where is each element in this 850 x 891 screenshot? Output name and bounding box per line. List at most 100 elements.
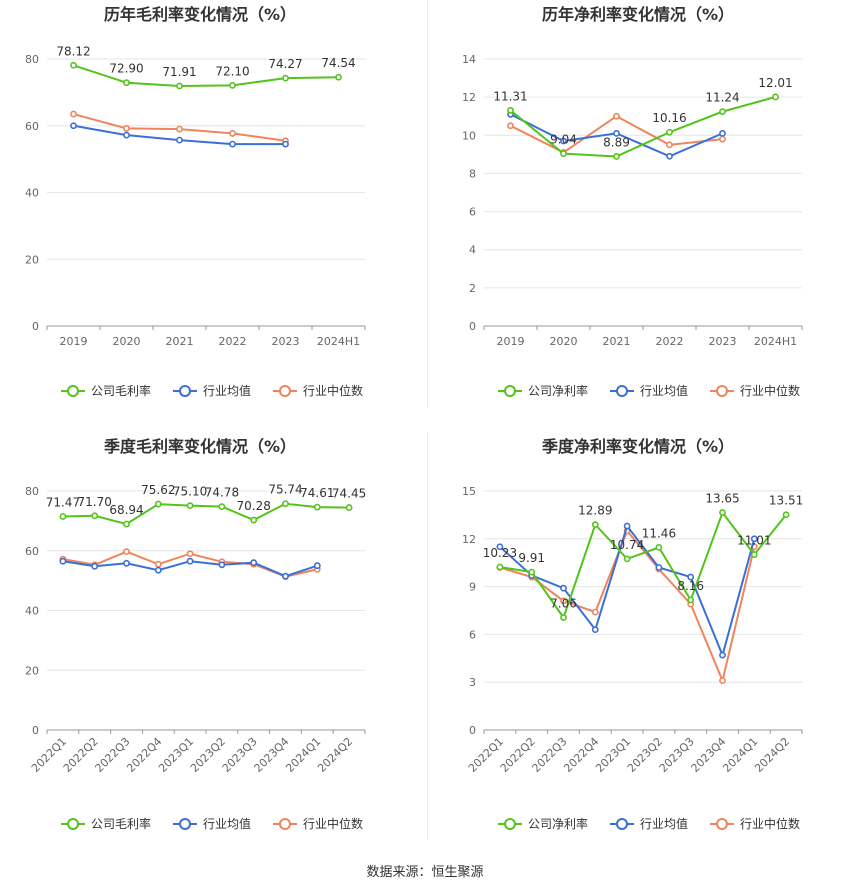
legend-marker-median — [716, 385, 728, 397]
y-tick-label: 6 — [469, 206, 476, 219]
y-tick-label: 80 — [25, 485, 39, 498]
data-label: 74.27 — [268, 57, 302, 71]
data-label: 74.61 — [300, 486, 334, 500]
x-tick-label: 2024H1 — [317, 335, 360, 348]
y-tick-label: 4 — [469, 244, 476, 257]
data-label: 71.47 — [46, 495, 80, 509]
series-line-company — [499, 510, 787, 620]
legend-marker-company — [67, 385, 79, 397]
data-label: 74.45 — [332, 487, 366, 501]
data-point-company — [176, 82, 183, 90]
data-point-avg — [496, 543, 504, 551]
data-point-company — [186, 502, 194, 510]
data-point-company — [59, 513, 67, 520]
data-point-avg — [613, 129, 620, 137]
y-tick-label: 60 — [25, 120, 39, 133]
y-tick-label: 15 — [462, 485, 476, 498]
data-label: 11.46 — [642, 526, 676, 540]
data-point-company — [591, 521, 599, 529]
panel-divider-bottom — [427, 432, 428, 840]
data-point-company — [666, 128, 673, 136]
data-point-company — [123, 520, 130, 528]
data-point-avg — [250, 559, 258, 567]
y-tick-label: 0 — [32, 320, 39, 333]
y-tick-label: 20 — [25, 664, 39, 677]
legend-marker-company — [504, 385, 516, 397]
data-label: 11.24 — [705, 91, 739, 105]
data-label: 68.94 — [109, 503, 143, 517]
data-point-company — [123, 79, 130, 87]
data-point-avg — [282, 140, 289, 148]
data-point-median — [154, 560, 162, 568]
legend-marker-avg — [616, 385, 628, 397]
y-tick-label: 12 — [462, 533, 476, 546]
chart-title: 季度净利率变化情况（%） — [541, 437, 734, 456]
y-tick-label: 9 — [469, 581, 476, 594]
legend-label: 公司净利率 — [528, 383, 588, 398]
data-point-company — [719, 108, 726, 116]
data-point-company — [750, 551, 758, 558]
data-point-company — [507, 106, 514, 114]
data-point-company — [496, 563, 504, 571]
data-point-avg — [176, 136, 183, 144]
data-point-median — [186, 550, 194, 558]
legend-label: 行业均值 — [203, 383, 251, 398]
data-label: 9.91 — [518, 551, 545, 565]
data-point-avg — [719, 651, 726, 659]
data-label: 75.74 — [268, 483, 302, 497]
data-label: 8.16 — [677, 579, 704, 593]
legend-marker-median — [279, 385, 291, 397]
x-tick-label: 2024Q2 — [315, 735, 355, 775]
data-point-avg — [229, 140, 236, 148]
y-tick-label: 12 — [462, 91, 476, 104]
legend-marker-median — [279, 818, 291, 830]
data-point-avg — [186, 557, 194, 565]
data-label: 9.04 — [550, 133, 577, 147]
data-label: 10.16 — [652, 111, 686, 125]
data-point-company — [335, 73, 342, 81]
legend-label: 公司毛利率 — [91, 816, 151, 831]
data-point-company — [91, 512, 99, 520]
data-point-company — [345, 504, 353, 511]
y-tick-label: 14 — [462, 53, 476, 66]
data-point-company — [687, 596, 695, 604]
x-tick-label: 2020 — [550, 335, 578, 348]
data-point-avg — [70, 122, 77, 130]
data-point-company — [528, 568, 536, 576]
data-label: 11.31 — [493, 89, 527, 103]
data-label: 74.54 — [321, 56, 355, 70]
chart-title: 历年净利率变化情况（%） — [542, 5, 734, 24]
data-point-avg — [218, 561, 226, 569]
y-tick-label: 80 — [25, 53, 39, 66]
series-line-company — [509, 95, 776, 158]
x-tick-label: 2024H1 — [754, 335, 797, 348]
y-tick-label: 0 — [469, 724, 476, 737]
y-tick-label: 40 — [25, 605, 39, 618]
legend-label: 行业中位数 — [740, 383, 800, 398]
x-tick-label: 2023 — [709, 335, 737, 348]
data-point-avg — [623, 522, 631, 530]
data-point-avg — [591, 626, 599, 634]
data-point-median — [719, 677, 726, 685]
data-point-avg — [123, 559, 130, 567]
legend-marker-avg — [179, 818, 191, 830]
data-point-avg — [560, 584, 567, 592]
data-label: 11.01 — [737, 534, 771, 548]
data-label: 72.10 — [215, 64, 249, 78]
x-tick-label: 2023 — [272, 335, 300, 348]
data-point-company — [613, 153, 620, 160]
data-point-avg — [313, 562, 321, 570]
data-point-company — [229, 81, 236, 89]
data-point-company — [282, 74, 289, 82]
data-point-avg — [282, 572, 289, 580]
panel-divider-top — [427, 0, 428, 408]
data-point-company — [154, 500, 162, 508]
legend-label: 行业均值 — [203, 816, 251, 831]
y-tick-label: 3 — [469, 676, 476, 689]
x-tick-label: 2020 — [113, 335, 141, 348]
legend-label: 公司净利率 — [528, 816, 588, 831]
legend-label: 公司毛利率 — [91, 383, 151, 398]
data-point-median — [70, 110, 77, 118]
y-tick-label: 60 — [25, 545, 39, 558]
